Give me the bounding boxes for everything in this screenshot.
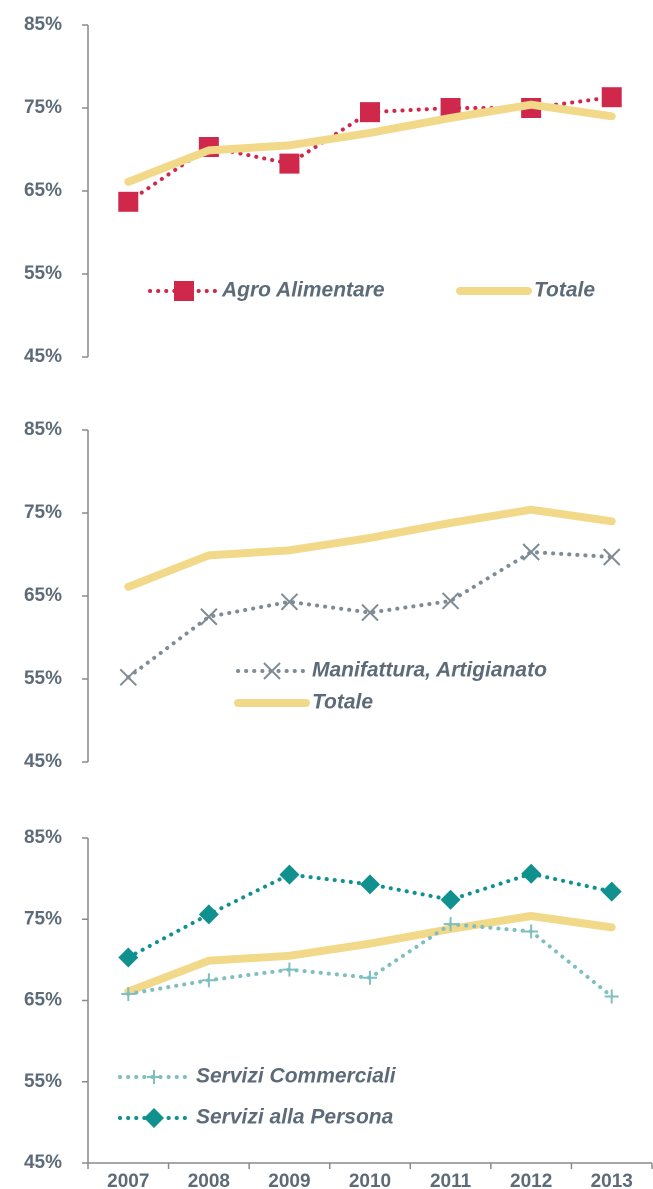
y-tick-label: 65% <box>24 180 62 201</box>
x-tick-label: 2012 <box>510 1171 552 1189</box>
marker <box>280 593 299 611</box>
legend-label: Agro Alimentare <box>221 279 385 302</box>
marker <box>201 973 216 988</box>
marker <box>118 947 139 968</box>
y-tick-label: 55% <box>24 1071 62 1092</box>
y-tick-label: 65% <box>24 585 62 606</box>
y-tick-label: 85% <box>24 827 62 848</box>
marker <box>147 1070 161 1084</box>
y-tick-label: 85% <box>24 14 62 35</box>
marker <box>198 904 219 925</box>
y-tick-label: 75% <box>24 908 62 929</box>
marker <box>200 608 218 626</box>
marker <box>121 987 136 1001</box>
y-tick-label: 45% <box>24 1152 62 1173</box>
marker <box>282 962 297 977</box>
legend-label: Servizi alla Persona <box>196 1106 394 1129</box>
marker <box>363 970 377 985</box>
legend-label: Manifattura, Artigianato <box>312 659 547 682</box>
marker <box>440 98 461 118</box>
marker <box>360 102 380 123</box>
y-tick-label: 55% <box>24 263 62 284</box>
marker <box>521 863 542 884</box>
marker <box>144 1108 164 1128</box>
marker <box>174 281 194 301</box>
marker <box>441 592 460 610</box>
marker <box>524 924 539 939</box>
legend-label: Totale <box>534 279 595 302</box>
legend-label: Servizi Commerciali <box>196 1065 397 1088</box>
y-tick-label: 75% <box>24 97 62 118</box>
marker <box>603 548 621 566</box>
marker <box>279 864 300 885</box>
series-line <box>124 912 616 996</box>
marker <box>601 881 622 902</box>
marker <box>279 153 300 174</box>
marker <box>604 989 619 1004</box>
y-tick-label: 45% <box>24 751 62 772</box>
series-line <box>124 505 616 591</box>
marker <box>360 874 380 895</box>
x-tick-label: 2010 <box>349 1171 391 1189</box>
marker <box>263 662 281 680</box>
y-tick-label: 45% <box>24 346 62 367</box>
marker <box>118 191 139 212</box>
x-tick-label: 2009 <box>268 1171 310 1189</box>
marker <box>119 668 137 687</box>
x-tick-label: 2008 <box>188 1171 230 1189</box>
marker <box>443 917 458 932</box>
y-tick-label: 75% <box>24 502 62 523</box>
marker <box>440 889 461 910</box>
x-tick-label: 2013 <box>591 1171 633 1189</box>
y-tick-label: 55% <box>24 668 62 689</box>
legend-label: Totale <box>312 691 373 714</box>
marker <box>522 543 540 561</box>
x-tick-label: 2011 <box>430 1171 472 1189</box>
y-tick-label: 85% <box>24 419 62 440</box>
marker <box>361 603 379 622</box>
marker <box>601 87 622 108</box>
series-line <box>124 100 616 186</box>
x-tick-label: 2007 <box>107 1171 149 1189</box>
y-tick-label: 65% <box>24 990 62 1011</box>
